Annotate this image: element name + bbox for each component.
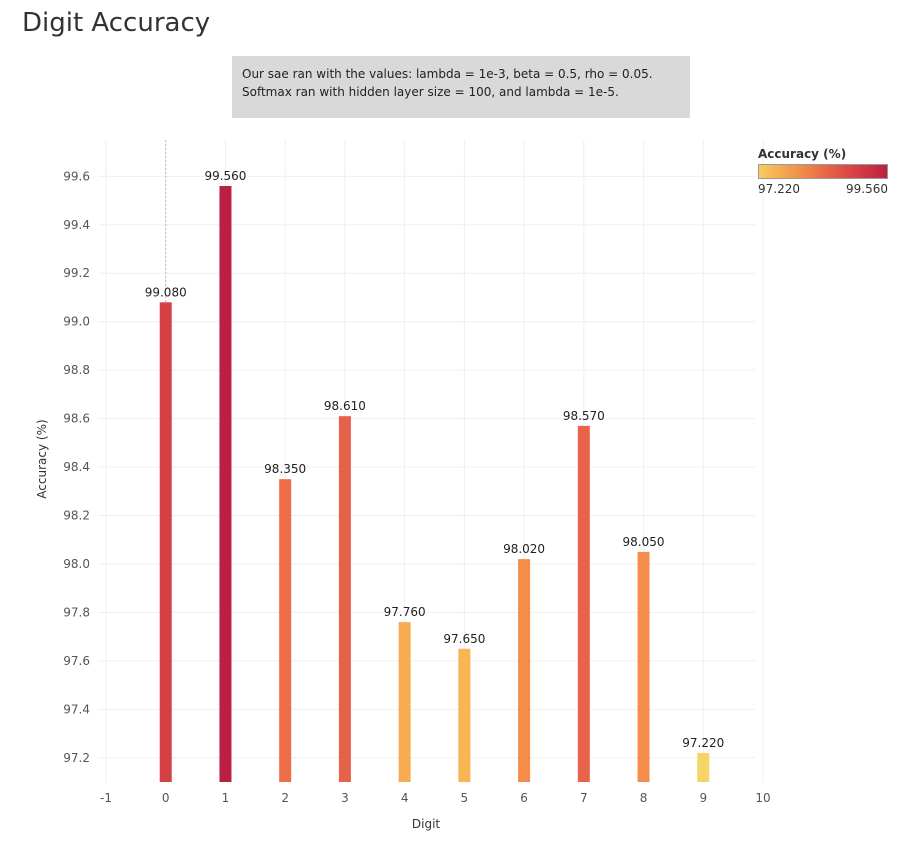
data-labels: 99.080 99.560 98.350 98.610 97.760 97.650 98.0… <box>145 169 725 750</box>
y-tick-label: 98.4 <box>63 460 90 474</box>
bar-value-label: 98.020 <box>503 542 545 556</box>
y-tick-label: 97.2 <box>63 751 90 765</box>
bar-digit-9[interactable] <box>697 752 710 782</box>
x-tick-label: 3 <box>341 791 349 805</box>
x-axis-title: Digit <box>412 817 441 831</box>
y-axis: 97.2 97.4 97.6 97.8 98.0 98.2 98.4 98.6 98.8 99.0… <box>63 169 90 764</box>
y-tick-label: 97.8 <box>63 605 90 619</box>
bar-value-label: 98.610 <box>324 399 366 413</box>
x-tick-label: -1 <box>100 791 112 805</box>
bar-value-label: 97.220 <box>682 736 724 750</box>
x-tick-label: 9 <box>699 791 707 805</box>
bar-digit-5[interactable] <box>458 648 471 782</box>
bar-digit-6[interactable] <box>518 559 531 782</box>
bar-value-label: 97.760 <box>384 605 426 619</box>
annotation-line-2: Softmax ran with hidden layer size = 100… <box>242 85 619 99</box>
y-tick-label: 98.2 <box>63 509 90 523</box>
x-tick-label: 5 <box>461 791 469 805</box>
y-tick-label: 99.4 <box>63 218 90 232</box>
bar-value-label: 98.570 <box>563 409 605 423</box>
y-tick-label: 98.6 <box>63 412 90 426</box>
x-tick-label: 10 <box>755 791 770 805</box>
x-tick-label: 1 <box>222 791 230 805</box>
grid-lines <box>98 140 764 782</box>
y-tick-label: 97.4 <box>63 702 90 716</box>
annotation-line-1: Our sae ran with the values: lambda = 1e… <box>242 67 653 81</box>
bar-value-label: 98.050 <box>623 535 665 549</box>
bar-digit-2[interactable] <box>279 479 292 782</box>
legend-max-label: 99.560 <box>846 182 888 196</box>
x-tick-label: 6 <box>520 791 528 805</box>
x-tick-label: 2 <box>281 791 289 805</box>
x-axis: -1 0 1 2 3 4 5 6 7 8 9 10 <box>100 791 771 805</box>
x-tick-label: 4 <box>401 791 409 805</box>
x-tick-label: 8 <box>640 791 648 805</box>
bar-series <box>159 186 710 783</box>
y-tick-label: 99.2 <box>63 266 90 280</box>
bar-value-label: 97.650 <box>443 632 485 646</box>
x-tick-label: 7 <box>580 791 588 805</box>
bar-digit-1[interactable] <box>219 186 232 783</box>
x-tick-label: 0 <box>162 791 170 805</box>
bar-value-label: 98.350 <box>264 462 306 476</box>
y-tick-label: 98.8 <box>63 363 90 377</box>
bar-value-label: 99.560 <box>204 169 246 183</box>
bar-digit-3[interactable] <box>338 416 351 782</box>
legend-gradient <box>758 164 888 179</box>
bar-digit-8[interactable] <box>637 551 650 782</box>
bar-digit-4[interactable] <box>398 622 411 782</box>
page-title: Digit Accuracy <box>22 8 211 38</box>
legend-min-label: 97.220 <box>758 182 800 196</box>
color-legend: Accuracy (%) 97.220 99.560 <box>758 147 890 196</box>
y-tick-label: 98.0 <box>63 557 90 571</box>
y-tick-label: 99.0 <box>63 315 90 329</box>
bar-digit-0[interactable] <box>159 302 172 782</box>
y-tick-label: 97.6 <box>63 654 90 668</box>
bar-digit-7[interactable] <box>577 425 590 782</box>
y-tick-label: 99.6 <box>63 169 90 183</box>
legend-title: Accuracy (%) <box>758 147 847 161</box>
y-axis-title: Accuracy (%) <box>35 419 49 498</box>
bar-value-label: 99.080 <box>145 285 187 299</box>
annotation-box: Our sae ran with the values: lambda = 1e… <box>232 56 690 118</box>
